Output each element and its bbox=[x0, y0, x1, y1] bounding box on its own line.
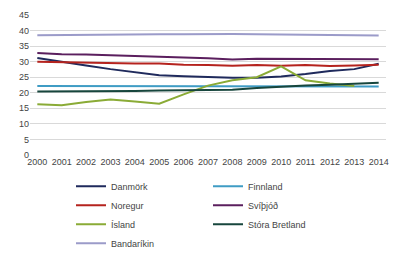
svg-text:10: 10 bbox=[19, 119, 29, 129]
svg-text:2007: 2007 bbox=[198, 157, 218, 167]
svg-text:2005: 2005 bbox=[149, 157, 169, 167]
svg-text:35: 35 bbox=[19, 41, 29, 51]
svg-text:0: 0 bbox=[24, 150, 29, 160]
svg-text:Stóra Bretland: Stóra Bretland bbox=[248, 220, 306, 230]
svg-text:30: 30 bbox=[19, 57, 29, 67]
svg-text:2001: 2001 bbox=[52, 157, 72, 167]
svg-text:Bandaríkin: Bandaríkin bbox=[111, 239, 154, 249]
svg-text:2013: 2013 bbox=[344, 157, 364, 167]
svg-text:2000: 2000 bbox=[27, 157, 47, 167]
svg-text:2006: 2006 bbox=[174, 157, 194, 167]
svg-text:45: 45 bbox=[19, 10, 29, 20]
svg-text:15: 15 bbox=[19, 103, 29, 113]
svg-text:2002: 2002 bbox=[76, 157, 96, 167]
svg-text:5: 5 bbox=[24, 135, 29, 145]
svg-text:Finnland: Finnland bbox=[248, 182, 283, 192]
svg-text:Svíþjóð: Svíþjóð bbox=[248, 201, 278, 211]
svg-text:Noregur: Noregur bbox=[111, 201, 144, 211]
svg-text:2009: 2009 bbox=[247, 157, 267, 167]
svg-text:2011: 2011 bbox=[296, 157, 315, 167]
svg-text:2012: 2012 bbox=[320, 157, 340, 167]
svg-text:20: 20 bbox=[19, 88, 29, 98]
svg-text:2014: 2014 bbox=[369, 157, 389, 167]
svg-text:2003: 2003 bbox=[100, 157, 120, 167]
svg-text:2010: 2010 bbox=[271, 157, 291, 167]
svg-text:2004: 2004 bbox=[125, 157, 145, 167]
svg-text:Ísland: Ísland bbox=[111, 220, 135, 230]
svg-text:2008: 2008 bbox=[222, 157, 242, 167]
svg-text:25: 25 bbox=[19, 72, 29, 82]
svg-text:40: 40 bbox=[19, 26, 29, 36]
svg-text:Danmörk: Danmörk bbox=[111, 182, 148, 192]
